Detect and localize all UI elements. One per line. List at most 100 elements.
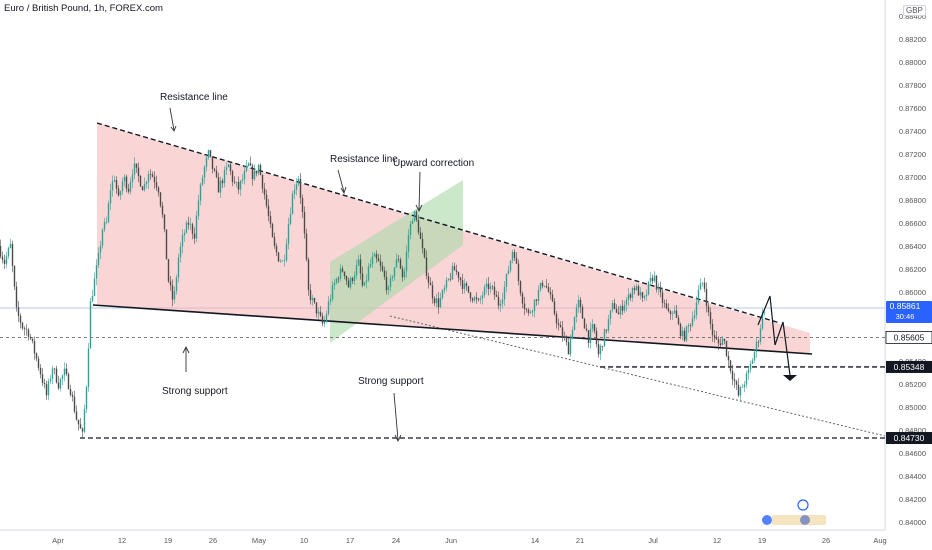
candle-body [559, 325, 562, 328]
candle-body [493, 286, 496, 295]
candle-body [145, 181, 148, 184]
candle-body [665, 303, 668, 309]
candle-body [121, 181, 124, 192]
candle-body [507, 270, 510, 274]
y-tick-label: 0.88200 [899, 35, 926, 44]
candle-body [221, 180, 224, 184]
candle-body [191, 224, 194, 234]
svg-text:0.85861: 0.85861 [890, 301, 921, 311]
candle-body [755, 341, 758, 352]
candle-body [159, 192, 162, 206]
candle-body [229, 164, 232, 172]
candle-body [477, 298, 480, 300]
event-marker-icon[interactable] [800, 515, 810, 525]
candle-body [141, 186, 144, 191]
candle-body [577, 299, 580, 308]
candle-body [117, 188, 120, 196]
candle-body [43, 382, 46, 385]
candle-body [647, 281, 650, 295]
candle-body [489, 286, 492, 289]
candle-body [47, 381, 50, 396]
projection-path [757, 295, 791, 376]
annotation-upward-correction: Upward correction [393, 158, 474, 169]
candle-body [79, 424, 82, 429]
candle-body [329, 299, 332, 302]
candle-body [253, 170, 256, 180]
x-tick-label: Apr [52, 536, 64, 545]
annotation-resistance-line-1: Resistance line [160, 92, 228, 103]
candle-body [261, 174, 264, 189]
candle-body [305, 233, 308, 260]
candle-body [491, 286, 494, 287]
y-tick-label: 0.86800 [899, 196, 926, 205]
candle-body [85, 386, 88, 410]
event-marker-icon[interactable] [762, 515, 772, 525]
candle-body [233, 181, 236, 183]
candle-body [341, 268, 344, 272]
event-marker-icon[interactable] [797, 499, 809, 511]
candle-body [681, 330, 684, 337]
candle-body [653, 275, 656, 282]
candle-body [243, 170, 246, 180]
candle-body [99, 245, 102, 253]
candle-body [643, 296, 646, 298]
candle-body [417, 220, 420, 233]
candle-body [607, 318, 610, 331]
candle-body [683, 330, 686, 341]
candle-body [585, 328, 588, 331]
candle-body [115, 180, 118, 189]
candle-body [691, 318, 694, 326]
y-tick-label: 0.87800 [899, 81, 926, 90]
candle-body [211, 156, 214, 169]
x-tick-label: 12 [118, 536, 126, 545]
candle-body [215, 170, 218, 177]
candle-body [165, 229, 168, 260]
candle-body [301, 197, 304, 212]
candle-body [567, 342, 570, 355]
candle-body [581, 306, 584, 319]
candle-body [303, 211, 306, 234]
candle-body [509, 260, 512, 271]
candle-body [503, 286, 506, 300]
candle-body [521, 293, 524, 304]
candle-body [667, 308, 670, 312]
candle-body [95, 265, 98, 279]
candle-body [743, 384, 746, 388]
candle-body [523, 303, 526, 310]
candle-body [267, 205, 270, 217]
candle-body [435, 298, 438, 304]
candle-body [41, 374, 44, 383]
candle-body [77, 419, 80, 425]
candle-body [573, 316, 576, 331]
candle-body [161, 205, 164, 215]
candle-body [605, 329, 608, 331]
currency-badge[interactable]: GBP [903, 5, 926, 16]
price-axis-panel[interactable] [885, 0, 932, 550]
candle-body [143, 183, 146, 191]
candle-body [73, 396, 76, 412]
candle-body [199, 184, 202, 201]
candle-body [749, 363, 752, 370]
candle-body [101, 229, 104, 246]
candle-body [125, 176, 128, 189]
svg-text:0.85605: 0.85605 [894, 332, 925, 342]
candle-body [395, 259, 398, 268]
candle-body [31, 338, 34, 342]
y-tick-label: 0.84400 [899, 472, 926, 481]
candle-body [621, 306, 624, 311]
event-markers[interactable] [762, 499, 826, 525]
candle-body [423, 248, 426, 258]
candle-body [33, 341, 36, 354]
candle-body [187, 222, 190, 225]
candle-body [209, 150, 212, 157]
candle-body [327, 301, 330, 314]
candle-body [3, 259, 6, 264]
candle-body [15, 286, 18, 308]
candle-body [241, 179, 244, 181]
candle-body [717, 339, 720, 344]
candle-body [737, 384, 740, 396]
candle-body [213, 168, 216, 171]
candle-body [431, 285, 434, 299]
